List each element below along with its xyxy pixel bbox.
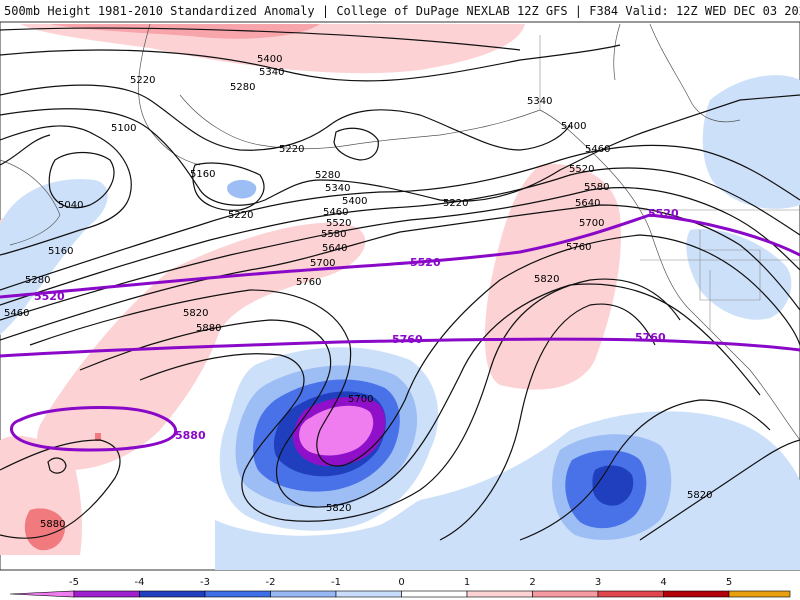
colorbar-segment bbox=[532, 590, 599, 598]
climo-label: 5880 bbox=[175, 429, 206, 442]
climo-label: 5520 bbox=[648, 207, 679, 220]
colorbar-segment bbox=[335, 590, 402, 598]
height-label: 5880 bbox=[196, 323, 221, 334]
height-label: 5340 bbox=[527, 96, 552, 107]
height-label: 5280 bbox=[315, 170, 340, 181]
colorbar-tick-label: 2 bbox=[529, 577, 535, 588]
height-label: 5160 bbox=[48, 246, 73, 257]
climo-label: 5520 bbox=[410, 256, 441, 269]
colorbar-tick-label: 1 bbox=[464, 577, 470, 588]
height-label: 5400 bbox=[342, 196, 367, 207]
height-label: 5460 bbox=[585, 144, 610, 155]
height-label: 5700 bbox=[579, 218, 604, 229]
header-left-title: 500mb Height 1981-2010 Standardized Anom… bbox=[4, 4, 510, 18]
colorbar: -5 -4 -3 -2 -1 0 1 2 3 4 5 bbox=[9, 577, 791, 598]
height-label: 5040 bbox=[58, 200, 83, 211]
colorbar-tick-label: 4 bbox=[660, 577, 666, 588]
colorbar-segment bbox=[401, 590, 468, 598]
height-label: 5640 bbox=[575, 198, 600, 209]
height-label: 5280 bbox=[230, 82, 255, 93]
height-label: 5760 bbox=[296, 277, 321, 288]
height-label: 5580 bbox=[584, 182, 609, 193]
height-label: 5340 bbox=[325, 183, 350, 194]
colorbar-segment bbox=[9, 590, 75, 598]
colorbar-segment bbox=[139, 590, 206, 598]
height-label: 5820 bbox=[326, 503, 351, 514]
climo-label: 5520 bbox=[34, 290, 65, 303]
climatology-labels: 5520 5520 5520 5760 5760 5880 bbox=[34, 207, 679, 442]
colorbar-segment bbox=[466, 590, 533, 598]
colorbar-tick-label: -2 bbox=[266, 577, 276, 588]
height-label: 5580 bbox=[321, 229, 346, 240]
header-right-title: 12Z GFS | F384 Valid: 12Z WED DEC 03 202… bbox=[517, 4, 800, 18]
colorbar-segment bbox=[597, 590, 664, 598]
height-label: 5340 bbox=[259, 67, 284, 78]
colorbar-segment bbox=[663, 590, 730, 598]
height-label: 5400 bbox=[561, 121, 586, 132]
colorbar-tick-label: -4 bbox=[135, 577, 145, 588]
colorbar-tick-label: 5 bbox=[726, 577, 732, 588]
colorbar-tick-label: 3 bbox=[595, 577, 601, 588]
height-label: 5220 bbox=[130, 75, 155, 86]
climo-label: 5760 bbox=[392, 333, 423, 346]
height-label: 5400 bbox=[257, 54, 282, 65]
height-label: 5820 bbox=[534, 274, 559, 285]
height-label: 5220 bbox=[228, 210, 253, 221]
height-label: 5760 bbox=[566, 242, 591, 253]
height-label: 5700 bbox=[348, 394, 373, 405]
coastlines bbox=[0, 23, 800, 441]
height-label: 5280 bbox=[25, 275, 50, 286]
height-label: 5220 bbox=[443, 198, 468, 209]
height-label: 5160 bbox=[190, 169, 215, 180]
height-label: 5460 bbox=[323, 207, 348, 218]
colorbar-segment bbox=[270, 590, 337, 598]
climo-label: 5760 bbox=[635, 331, 666, 344]
height-label: 5100 bbox=[111, 123, 136, 134]
colorbar-segments bbox=[9, 590, 791, 598]
climatology-contours bbox=[0, 213, 800, 452]
height-label: 5520 bbox=[326, 218, 351, 229]
header-bar bbox=[0, 0, 800, 22]
height-label: 5820 bbox=[687, 490, 712, 501]
map-panel: 5400 5340 5280 5220 5100 5160 5040 5220 … bbox=[0, 21, 800, 571]
height-label: 5220 bbox=[279, 144, 304, 155]
colorbar-segment bbox=[73, 590, 140, 598]
colorbar-tick-labels: -5 -4 -3 -2 -1 0 1 2 3 4 5 bbox=[69, 577, 732, 588]
height-label: 5700 bbox=[310, 258, 335, 269]
height-label: 5460 bbox=[4, 308, 29, 319]
colorbar-tick-label: -3 bbox=[200, 577, 210, 588]
colorbar-tick-label: 0 bbox=[398, 577, 404, 588]
height-label: 5880 bbox=[40, 519, 65, 530]
height-label: 5820 bbox=[183, 308, 208, 319]
colorbar-tick-label: -1 bbox=[331, 577, 341, 588]
height-label: 5640 bbox=[322, 243, 347, 254]
height-contours bbox=[0, 27, 800, 541]
colorbar-segment bbox=[204, 590, 271, 598]
height-label: 5520 bbox=[569, 164, 594, 175]
colorbar-tick-label: -5 bbox=[69, 577, 79, 588]
height-contour-labels: 5400 5340 5280 5220 5100 5160 5040 5220 … bbox=[4, 54, 712, 530]
colorbar-segment bbox=[728, 590, 791, 598]
